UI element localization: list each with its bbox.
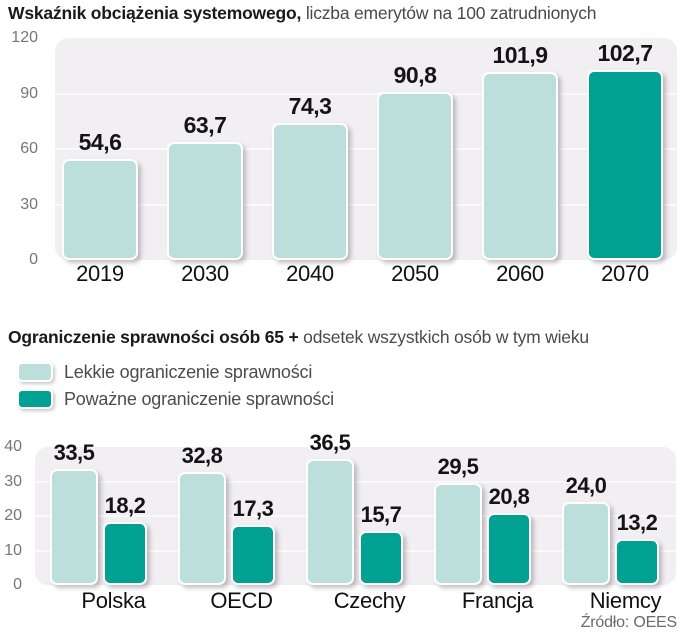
y-axis-label: 20 xyxy=(4,507,22,524)
chart2-title-subtitle: odsetek wszystkich osób w tym wieku xyxy=(298,327,589,347)
legend-label-dark: Poważne ograniczenie sprawności xyxy=(64,388,334,409)
bar-value-label: 36,5 xyxy=(309,430,351,456)
chart1-title-subtitle: liczba emerytów na 100 zatrudnionych xyxy=(301,3,597,23)
chart1-y-axis: 0 30 60 90 120 xyxy=(0,29,46,268)
bar-light-Niemcy xyxy=(562,502,610,585)
x-axis-label: 2070 xyxy=(601,261,649,286)
bar-light-Czechy xyxy=(306,459,354,585)
chart2-plot-area: 33,5 18,2 32,8 17,3 36,5 15,7 29,5 20,8 24,0 13,2 xyxy=(35,432,676,585)
x-axis-label: Czechy xyxy=(333,588,406,613)
bar-dark-Niemcy xyxy=(615,539,659,585)
y-axis-label: 30 xyxy=(4,472,22,490)
legend-swatch-dark xyxy=(17,389,53,409)
chart2-title-bold: Ograniczenie sprawności osób 65 + xyxy=(8,327,299,347)
chart1-title-bold: Wskaźnik obciążenia systemowego, xyxy=(8,3,302,23)
legend-swatch-light xyxy=(17,362,53,382)
x-axis-label: OECD xyxy=(210,588,273,613)
gridline xyxy=(55,92,677,95)
x-axis-label: 2040 xyxy=(286,261,334,286)
bar-value-label: 63,7 xyxy=(183,112,227,139)
chart2-legend: Lekkie ograniczenie sprawności Poważne o… xyxy=(17,362,334,416)
x-axis-label: Francja xyxy=(461,588,534,613)
x-axis-label: 2030 xyxy=(181,261,229,286)
chart1-title: Wskaźnik obciążenia systemowego, liczba … xyxy=(8,3,596,24)
bar-dark-Czechy xyxy=(359,530,403,585)
y-axis-label: 120 xyxy=(11,29,38,46)
bar-2030 xyxy=(167,142,243,260)
source-credit: Źródło: OEES xyxy=(580,614,678,631)
bar-dark-Polska xyxy=(103,522,147,585)
bar-value-label: 101,9 xyxy=(492,41,548,68)
bar-dark-Francja xyxy=(487,513,531,585)
bar-2070 xyxy=(587,70,663,260)
bar-2019 xyxy=(62,159,138,260)
bar-2040 xyxy=(272,122,348,260)
gridline xyxy=(55,203,677,206)
bar-value-label: 102,7 xyxy=(597,40,653,67)
y-axis-label: 30 xyxy=(20,195,38,213)
legend-item-dark: Poważne ograniczenie sprawności xyxy=(17,389,334,409)
chart1-plot-area: 54,6 63,7 74,3 90,8 101,9 102,7 xyxy=(55,38,677,260)
bar-value-label: 90,8 xyxy=(393,62,437,89)
gridline xyxy=(55,148,677,150)
x-axis-label: Niemcy xyxy=(589,588,662,613)
bar-value-label: 33,5 xyxy=(53,440,95,466)
y-axis-label: 0 xyxy=(29,251,38,268)
y-axis-label: 10 xyxy=(4,541,22,559)
bar-light-Polska xyxy=(50,469,98,585)
bar-light-OECD xyxy=(178,471,226,585)
y-axis-label: 60 xyxy=(20,140,38,157)
y-axis-label: 90 xyxy=(20,84,38,102)
chart2-x-axis: Polska OECD Czechy Francja Niemcy xyxy=(35,588,676,614)
bar-value-label: 24,0 xyxy=(565,473,607,499)
x-axis-label: Polska xyxy=(81,588,146,613)
bar-2050 xyxy=(377,92,453,260)
legend-item-light: Lekkie ograniczenie sprawności xyxy=(17,362,334,382)
x-axis-label: 2019 xyxy=(76,261,124,286)
bar-2060 xyxy=(482,71,558,260)
bar-dark-OECD xyxy=(231,525,275,585)
x-axis-label: 2050 xyxy=(391,261,439,286)
gridline xyxy=(35,480,676,483)
bar-value-label: 54,6 xyxy=(78,129,122,155)
chart2-title: Ograniczenie sprawności osób 65 + odsete… xyxy=(8,327,589,348)
bar-light-Francja xyxy=(434,483,482,585)
y-axis-label: 0 xyxy=(13,576,22,593)
bar-value-label: 29,5 xyxy=(437,454,479,480)
chart1-x-axis: 2019 2030 2040 2050 2060 2070 xyxy=(55,261,677,287)
bar-value-label: 32,8 xyxy=(181,442,223,468)
legend-label-light: Lekkie ograniczenie sprawności xyxy=(64,361,313,382)
x-axis-label: 2060 xyxy=(496,261,544,286)
bar-value-label: 74,3 xyxy=(288,92,332,119)
y-axis-label: 40 xyxy=(4,438,22,455)
chart2-y-axis: 0 10 20 30 40 xyxy=(0,438,30,593)
